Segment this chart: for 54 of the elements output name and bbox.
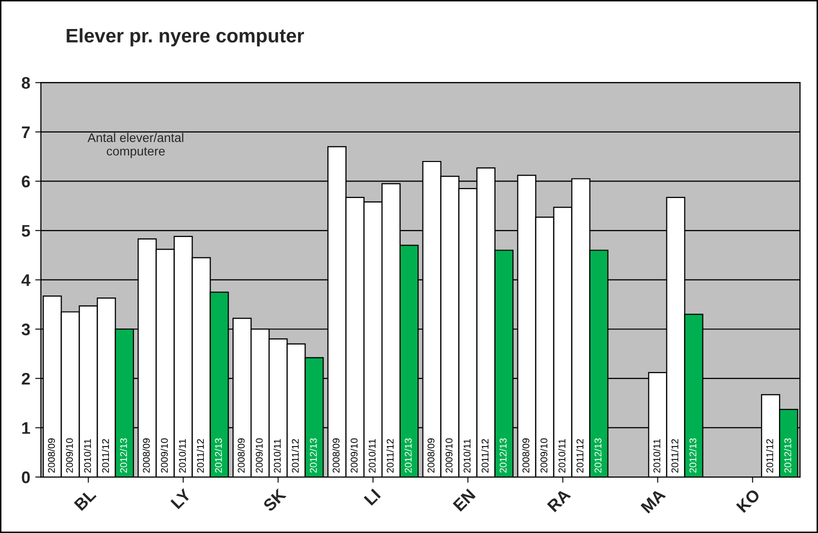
text: 2010/11 [558, 439, 566, 473]
text: 2012/13 [404, 438, 412, 473]
text: 2009/10 [350, 438, 358, 473]
y-tick-label: 4 [21, 274, 30, 286]
text: 2010/11 [653, 439, 660, 473]
text: 2008/09 [522, 438, 530, 473]
y-tick-label: 7 [22, 126, 30, 138]
text: 2011/12 [386, 439, 394, 473]
text: 2012/13 [784, 438, 792, 473]
y-tick-label: 8 [22, 77, 30, 89]
series-label: 2012/13 [120, 438, 128, 473]
text: 2012/13 [594, 438, 602, 473]
y-tick-label: 3 [22, 324, 30, 336]
y-tick-label: 6 [22, 176, 30, 188]
y-tick-label: 0 [22, 471, 30, 484]
text: 2009/10 [445, 438, 452, 473]
text: 2010/11 [368, 439, 376, 473]
x-tick-label: LI [364, 488, 381, 506]
x-tick-label: LY [170, 488, 192, 510]
series-label: 2009/10 [66, 438, 73, 473]
y-tick-label: 1 [22, 422, 30, 434]
text: 2008/09 [427, 438, 434, 473]
x-tick-label: KO [736, 488, 761, 513]
text: 2009/10 [160, 438, 168, 473]
y-tick-label: 2 [22, 372, 30, 384]
chart-title: Elever pr. nyere computer [66, 28, 304, 46]
text: 2011/12 [766, 439, 774, 473]
series-label: 2008/09 [48, 438, 55, 473]
text: 2008/09 [142, 438, 150, 473]
text: 2011/12 [481, 439, 489, 473]
text: 2010/11 [463, 439, 471, 473]
x-tick-label: MA [640, 488, 666, 514]
text: 2011/12 [196, 439, 204, 473]
text: 2012/13 [689, 438, 696, 473]
text: 2011/12 [671, 439, 678, 473]
series-label: 2010/11 [84, 439, 91, 473]
y-tick-label: 5 [22, 225, 30, 237]
text: 2011/12 [576, 439, 584, 473]
text: 2009/10 [540, 438, 548, 473]
text: 2010/11 [274, 439, 281, 473]
x-tick-label: SK [262, 488, 287, 512]
text: 2011/12 [292, 439, 299, 473]
x-tick-label: EN [452, 488, 476, 512]
text: 2008/09 [332, 438, 340, 473]
text: 2012/13 [310, 438, 317, 473]
text: 2012/13 [499, 438, 507, 473]
text: 2008/09 [238, 438, 245, 473]
x-tick-label: BL [74, 488, 97, 511]
text: 2012/13 [214, 438, 222, 473]
series-label: 2011/12 [102, 439, 109, 473]
text: 2009/10 [256, 438, 263, 473]
x-tick-label: RA [546, 488, 572, 512]
annotation: Antal elever/antal computere [88, 132, 184, 158]
text: 2010/11 [178, 439, 186, 473]
